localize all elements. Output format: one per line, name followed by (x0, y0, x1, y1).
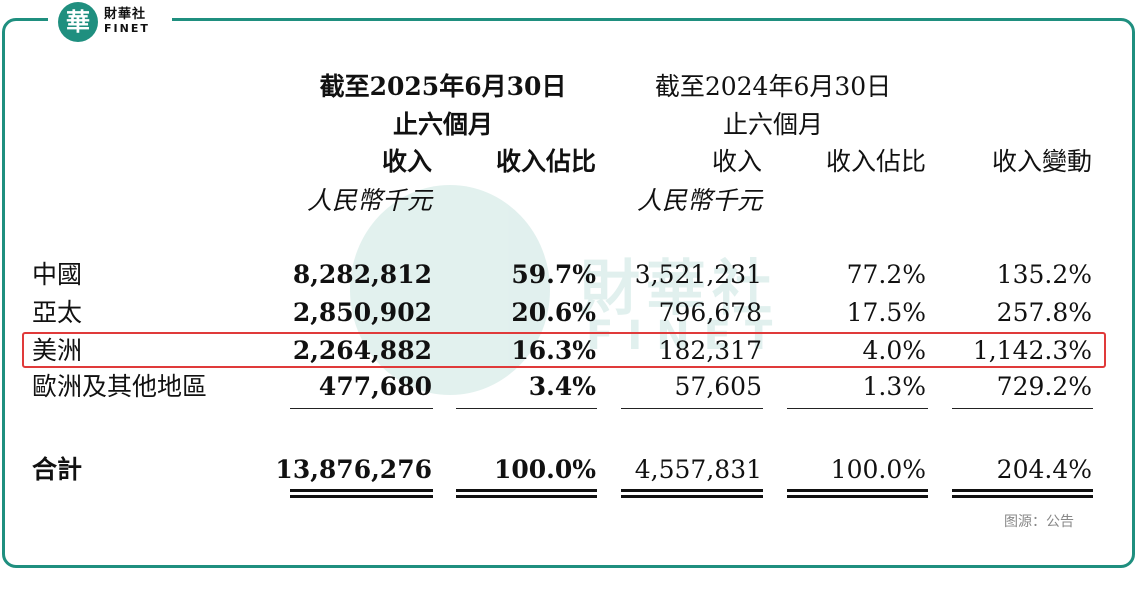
row-region: 歐洲及其他地區 (32, 372, 208, 401)
row-share-2024: 17.5% (846, 298, 926, 327)
row-rev-2025: 2,264,882 (292, 336, 432, 365)
row-rev-2024: 57,605 (674, 372, 762, 401)
total-double-rule (456, 489, 597, 498)
total-double-rule (787, 489, 928, 498)
total-share-2024: 100.0% (830, 455, 926, 484)
total-double-rule (952, 489, 1093, 498)
watermark-seal-icon (350, 185, 550, 395)
total-double-rule (621, 489, 763, 498)
source-note: 图源：公告 (1004, 514, 1074, 530)
row-change: 1,142.3% (972, 336, 1092, 365)
watermark-name-en: FINET (586, 313, 787, 359)
row-share-2025: 20.6% (511, 298, 596, 327)
row-share-2025: 3.4% (528, 372, 596, 401)
row-rev-2025: 8,282,812 (292, 260, 432, 289)
period-2024-line2: 止六個月 (722, 110, 823, 139)
subtotal-rule (787, 408, 928, 409)
finet-logo-icon: 華 (58, 2, 98, 42)
col-share-2024: 收入佔比 (825, 147, 926, 176)
brand-name-en: FINET (104, 22, 150, 35)
row-share-2025: 16.3% (511, 336, 596, 365)
row-rev-2024: 796,678 (658, 298, 762, 327)
row-change: 135.2% (996, 260, 1092, 289)
table-frame (2, 18, 1135, 568)
row-share-2024: 4.0% (862, 336, 926, 365)
subtotal-rule (456, 408, 597, 409)
subtotal-rule (621, 408, 763, 409)
row-region: 美洲 (32, 336, 83, 365)
period-2025-line2: 止六個月 (392, 110, 493, 139)
row-rev-2025: 477,680 (318, 372, 432, 401)
subtotal-rule (290, 408, 433, 409)
brand-name-cn: 財華社 (104, 7, 147, 22)
total-share-2025: 100.0% (493, 455, 596, 484)
row-change: 729.2% (996, 372, 1092, 401)
row-share-2024: 77.2% (846, 260, 926, 289)
col-share-2025: 收入佔比 (495, 147, 596, 176)
row-rev-2024: 3,521,231 (634, 260, 762, 289)
total-label: 合計 (32, 455, 83, 484)
row-region: 中國 (32, 260, 83, 289)
row-region: 亞太 (32, 298, 83, 327)
col-revenue-2025: 收入 (381, 147, 432, 176)
brand-name: 財華社 FINET (104, 8, 150, 34)
row-change: 257.8% (996, 298, 1092, 327)
unit-2025: 人民幣千元 (306, 186, 432, 215)
row-share-2024: 1.3% (862, 372, 926, 401)
unit-2024: 人民幣千元 (636, 186, 762, 215)
row-rev-2025: 2,850,902 (292, 298, 432, 327)
row-share-2025: 59.7% (511, 260, 596, 289)
row-rev-2024: 182,317 (658, 336, 762, 365)
period-2024-line1: 截至2024年6月30日 (654, 72, 892, 101)
col-revenue-2024: 收入 (711, 147, 762, 176)
total-change: 204.4% (996, 455, 1092, 484)
watermark: 財華社 FINET (350, 185, 820, 395)
period-2025-line1: 截至2025年6月30日 (319, 72, 567, 101)
total-rev-2024: 4,557,831 (634, 455, 762, 484)
col-change: 收入變動 (991, 147, 1092, 176)
subtotal-rule (952, 408, 1093, 409)
americas-row-highlight (22, 332, 1106, 368)
total-rev-2025: 13,876,276 (275, 455, 432, 484)
total-double-rule (290, 489, 433, 498)
watermark-name-cn: 財華社 (580, 254, 778, 324)
